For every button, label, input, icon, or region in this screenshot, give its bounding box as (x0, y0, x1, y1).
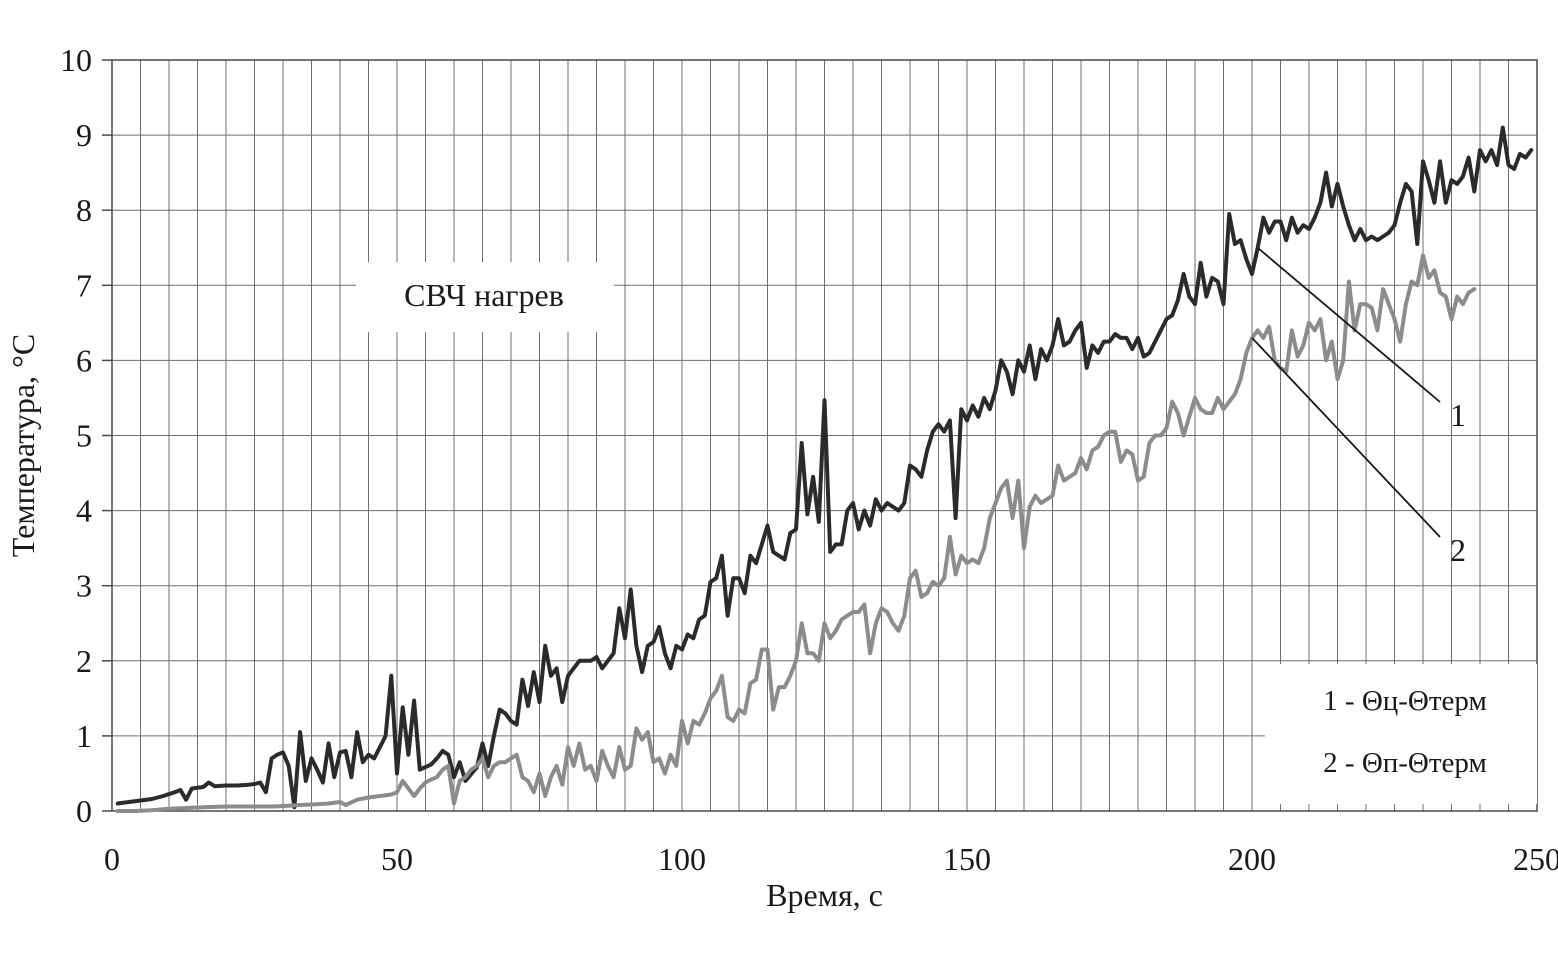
legend-entry-1: 1 - Θц-Θтерм (1323, 685, 1487, 717)
y-tick-label: 7 (76, 267, 92, 303)
legend-entry-2: 2 - Θп-Θтерм (1323, 747, 1487, 779)
callouts: 12 (1251, 247, 1466, 568)
callout-leader-2 (1251, 337, 1441, 538)
y-tick-label: 9 (76, 117, 92, 153)
y-tick-label: 8 (76, 192, 92, 228)
y-tick-label: 0 (76, 793, 92, 829)
y-tick-label: 1 (76, 718, 92, 754)
y-tick-label: 6 (76, 342, 92, 378)
x-tick-label: 0 (104, 841, 120, 877)
callout-label-1: 1 (1450, 397, 1466, 433)
x-tick-label: 100 (658, 841, 706, 877)
y-tick-label: 4 (76, 493, 92, 529)
legend-background (1265, 664, 1537, 804)
y-tick-label: 5 (76, 418, 92, 454)
legend: 1 - Θц-Θтерм 2 - Θп-Θтерм (1265, 664, 1537, 804)
y-tick-label: 10 (60, 42, 92, 78)
y-axis-label: Температура, °С (5, 334, 41, 557)
annotation-background (356, 262, 614, 332)
x-axis-ticks: 0 50 100 150 200 250 (104, 841, 1558, 877)
annotation-text: СВЧ нагрев (404, 277, 564, 313)
x-tick-label: 250 (1513, 841, 1558, 877)
x-tick-label: 200 (1228, 841, 1276, 877)
callout-label-2: 2 (1450, 532, 1466, 568)
y-tick-label: 2 (76, 643, 92, 679)
x-tick-label: 50 (381, 841, 413, 877)
callout-leader-1 (1257, 247, 1441, 403)
y-axis-ticks: 0 1 2 3 4 5 6 7 8 9 10 (60, 42, 112, 829)
series-line-1 (115, 125, 1534, 810)
x-axis-label: Время, с (766, 877, 883, 913)
y-tick-label: 3 (76, 568, 92, 604)
x-tick-label: 150 (943, 841, 991, 877)
annotation-box: СВЧ нагрев (356, 262, 614, 332)
